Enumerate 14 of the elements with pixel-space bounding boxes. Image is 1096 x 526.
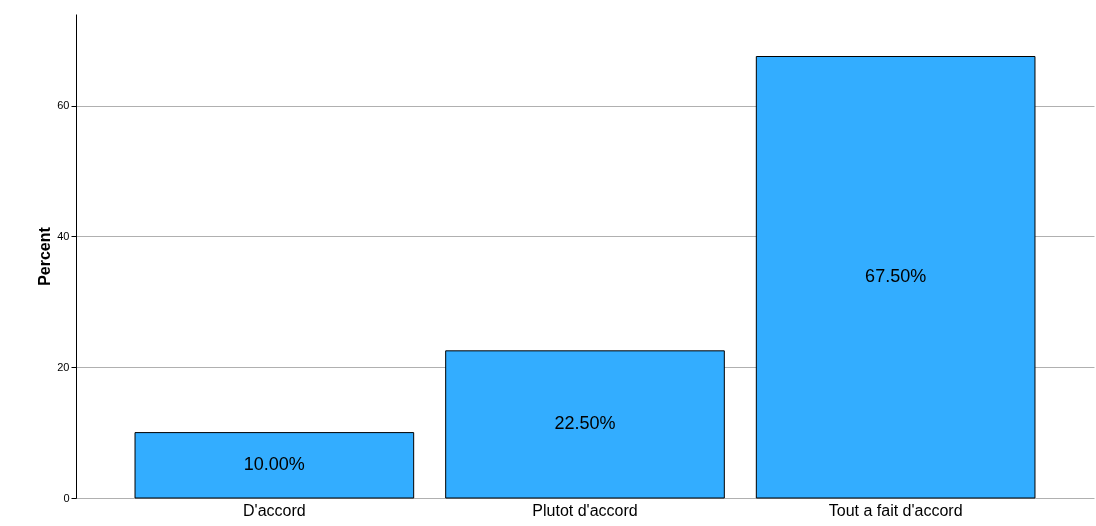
bar xyxy=(755,56,1036,499)
data-label: 67.50% xyxy=(865,266,927,287)
x-tick-label: D'accord xyxy=(243,501,306,519)
bar xyxy=(445,350,725,499)
y-tick-label: 0 xyxy=(63,491,70,504)
y-tick-label: 60 xyxy=(57,99,70,112)
bar xyxy=(134,432,415,499)
x-tick-label: Plutot d'accord xyxy=(532,501,638,519)
y-tick-label: 20 xyxy=(57,360,70,373)
data-label: 10.00% xyxy=(243,454,305,475)
data-label: 22.50% xyxy=(554,413,616,434)
y-axis-title: Percent xyxy=(36,226,54,286)
x-tick-label: Tout a fait d'accord xyxy=(828,501,963,519)
y-tick-label: 40 xyxy=(57,229,70,242)
